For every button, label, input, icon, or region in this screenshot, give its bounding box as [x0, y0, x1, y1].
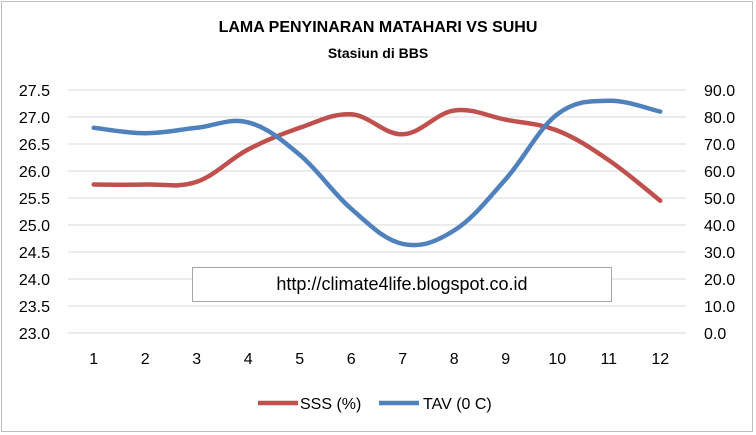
legend-label: SSS (%) [300, 396, 361, 413]
x-axis-tick-label: 4 [244, 351, 253, 368]
right-axis-tick-label: 10.0 [704, 299, 735, 316]
x-axis-tick-label: 10 [548, 351, 566, 368]
series-line-tav [91, 98, 663, 248]
x-axis-tick-labels: 1 2 3 4 5 6 7 8 9 10 11 12 [89, 351, 669, 368]
left-axis-tick-label: 26.0 [19, 164, 50, 181]
legend: SSS (%) TAV (0 C) [258, 396, 492, 413]
x-axis-tick-label: 1 [89, 351, 98, 368]
right-axis-tick-label: 90.0 [704, 83, 735, 100]
series-lines [91, 98, 663, 248]
x-axis-tick-label: 6 [347, 351, 356, 368]
x-axis-tick-label: 5 [295, 351, 304, 368]
x-axis-tick-label: 2 [141, 351, 150, 368]
right-axis-tick-labels: 0.0 10.0 20.0 30.0 40.0 50.0 60.0 70.0 80.0 90.0 [704, 83, 735, 343]
chart-title: LAMA PENYINARAN MATAHARI VS SUHU [218, 19, 538, 36]
x-axis-tick-label: 9 [501, 351, 510, 368]
left-axis-tick-label: 25.5 [19, 191, 50, 208]
left-axis-tick-label: 27.0 [19, 110, 50, 127]
x-axis-tick-label: 7 [398, 351, 407, 368]
right-axis-tick-label: 30.0 [704, 245, 735, 262]
left-axis-tick-label: 23.0 [19, 326, 50, 343]
right-axis-tick-label: 0.0 [704, 326, 726, 343]
x-axis-tick-label: 8 [450, 351, 459, 368]
left-axis-tick-label: 24.0 [19, 272, 50, 289]
left-axis-tick-label: 27.5 [19, 83, 50, 100]
right-axis-tick-label: 80.0 [704, 110, 735, 127]
series-line-sss [91, 107, 663, 203]
x-axis-tick-label: 12 [651, 351, 669, 368]
left-axis-tick-label: 23.5 [19, 299, 50, 316]
x-axis-tick-label: 3 [192, 351, 201, 368]
right-axis-tick-label: 40.0 [704, 218, 735, 235]
right-axis-tick-label: 70.0 [704, 137, 735, 154]
watermark-annotation: http://climate4life.blogspot.co.id [192, 267, 612, 302]
right-axis-tick-label: 20.0 [704, 272, 735, 289]
left-axis-tick-label: 26.5 [19, 137, 50, 154]
right-axis-tick-label: 60.0 [704, 164, 735, 181]
legend-label: TAV (0 C) [423, 396, 492, 413]
x-axis-tick-label: 11 [600, 351, 617, 368]
chart-subtitle: Stasiun di BBS [327, 45, 429, 61]
left-axis-tick-label: 24.5 [19, 245, 50, 262]
left-axis-tick-label: 25.0 [19, 218, 50, 235]
left-axis-tick-labels: 23.0 23.5 24.0 24.5 25.0 25.5 26.0 26.5 27.0 27.5 [19, 83, 50, 343]
right-axis-tick-label: 50.0 [704, 191, 735, 208]
